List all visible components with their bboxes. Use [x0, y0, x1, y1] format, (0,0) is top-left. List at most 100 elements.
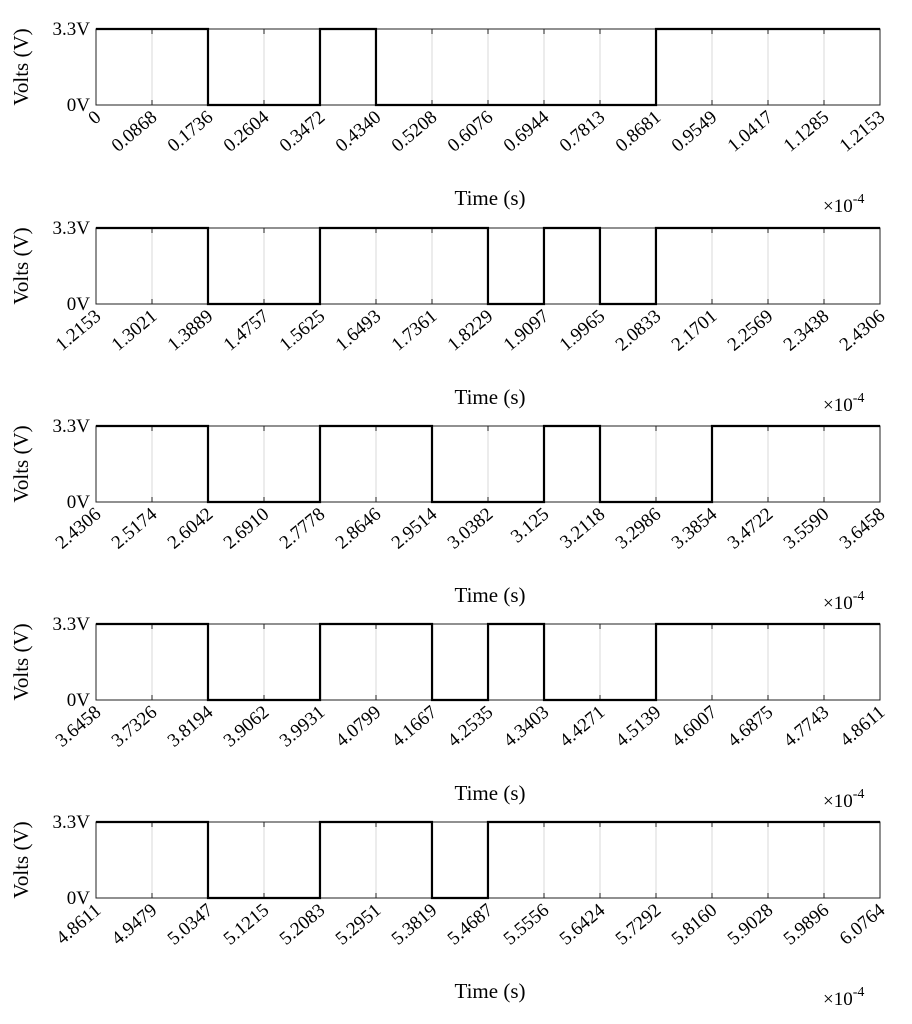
- x-tick-label: 0.3472: [276, 107, 330, 157]
- multiplier-base: ×10: [823, 395, 853, 416]
- signal-line: [96, 27, 880, 107]
- y-tick-label: 3.3V: [53, 19, 91, 40]
- x-tick-label: 0.7813: [556, 107, 610, 157]
- x-tick-label: 0.5208: [388, 107, 442, 157]
- x-tick-label: 0.2604: [220, 106, 274, 156]
- x-tick-label: 3.2986: [612, 504, 666, 554]
- x-tick-label: 2.9514: [388, 503, 442, 553]
- multiplier-exponent: -4: [853, 985, 865, 1000]
- x-tick-label: 2.5174: [108, 503, 162, 553]
- y-axis-title: Volts (V): [9, 623, 33, 700]
- multiplier-base: ×10: [823, 593, 853, 614]
- y-tick-label: 3.3V: [53, 614, 91, 635]
- x-tick-label: 1.5625: [276, 306, 330, 356]
- x-tick-label: 3.9062: [220, 702, 274, 752]
- x-tick-label: 5.0347: [164, 900, 218, 950]
- multiplier-exponent: -4: [853, 787, 865, 802]
- x-tick-label: 1.9965: [556, 306, 610, 356]
- multiplier-exponent: -4: [853, 589, 865, 604]
- y-tick-label: 3.3V: [53, 218, 91, 239]
- x-axis-multiplier: ×10-4: [823, 589, 864, 614]
- x-tick-label: 3.8194: [164, 701, 218, 751]
- x-tick-label: 1.9097: [500, 306, 554, 356]
- x-tick-label: 4.2535: [444, 702, 498, 752]
- x-tick-label: 3.5590: [780, 504, 834, 554]
- x-tick-label: 4.0799: [332, 702, 386, 752]
- multiplier-exponent: -4: [853, 391, 865, 406]
- multiplier-base: ×10: [823, 989, 853, 1010]
- x-tick-label: 1.2153: [836, 107, 890, 157]
- x-tick-label: 4.8611: [836, 702, 889, 751]
- multiplier-exponent: -4: [853, 192, 865, 207]
- x-tick-label: 2.2569: [724, 306, 778, 356]
- x-tick-label: 4.9479: [108, 900, 162, 950]
- x-tick-label: 2.7778: [276, 504, 330, 554]
- x-tick-label: 1.7361: [388, 306, 442, 356]
- x-tick-label: 2.6042: [164, 504, 218, 554]
- y-tick-label: 0V: [67, 95, 91, 116]
- x-tick-label: 1.6493: [332, 306, 386, 356]
- y-tick-label: 0V: [67, 294, 91, 315]
- x-tick-label: 5.6424: [556, 899, 610, 949]
- signal-line: [96, 226, 880, 306]
- x-tick-label: 3.6458: [836, 504, 890, 554]
- x-tick-label: 0: [84, 107, 105, 129]
- x-tick-label: 2.6910: [220, 504, 274, 554]
- y-axis-title: Volts (V): [9, 227, 33, 304]
- y-tick-label: 0V: [67, 690, 91, 711]
- y-axis-title: Volts (V): [9, 425, 33, 502]
- x-tick-label: 5.2083: [276, 900, 330, 950]
- x-tick-label: 0.8681: [612, 107, 666, 157]
- x-axis-multiplier: ×10-4: [823, 985, 864, 1010]
- x-tick-label: 3.3854: [668, 503, 722, 553]
- signal-line: [96, 424, 880, 504]
- x-axis-multiplier: ×10-4: [823, 391, 864, 416]
- x-axis-title: Time (s): [455, 583, 526, 607]
- x-tick-label: 4.6875: [724, 702, 778, 752]
- y-tick-label: 0V: [67, 888, 91, 909]
- x-axis-title: Time (s): [455, 781, 526, 805]
- x-tick-label: 2.8646: [332, 504, 386, 554]
- x-tick-label: 1.3889: [164, 306, 218, 356]
- x-axis-multiplier: ×10-4: [823, 192, 864, 217]
- x-axis-title: Time (s): [455, 385, 526, 409]
- y-axis-title: Volts (V): [9, 821, 33, 898]
- x-tick-label: 6.0764: [836, 899, 890, 949]
- x-tick-label: 1.3021: [108, 306, 162, 356]
- multiplier-base: ×10: [823, 196, 853, 217]
- x-axis-title: Time (s): [455, 186, 526, 210]
- x-tick-label: 4.3403: [500, 702, 554, 752]
- x-tick-label: 3.4722: [724, 504, 778, 554]
- x-tick-label: 2.4306: [836, 306, 890, 356]
- x-tick-label: 5.5556: [500, 900, 554, 950]
- x-tick-label: 0.6076: [444, 107, 498, 157]
- x-tick-label: 5.8160: [668, 900, 722, 950]
- x-tick-label: 1.1285: [780, 107, 834, 157]
- x-tick-label: 3.0382: [444, 504, 498, 554]
- y-tick-label: 3.3V: [53, 416, 91, 437]
- signal-line: [96, 820, 880, 900]
- x-tick-label: 5.9028: [724, 900, 778, 950]
- x-tick-label: 5.1215: [220, 900, 274, 950]
- x-axis-multiplier: ×10-4: [823, 787, 864, 812]
- x-tick-label: 1.8229: [444, 306, 498, 356]
- y-tick-label: 3.3V: [53, 812, 91, 833]
- x-tick-label: 4.1667: [388, 702, 442, 752]
- y-axis-title: Volts (V): [9, 28, 33, 105]
- x-tick-label: 2.3438: [780, 306, 834, 356]
- x-tick-label: 5.9896: [780, 900, 834, 950]
- x-tick-label: 5.7292: [612, 900, 666, 950]
- x-tick-label: 0.0868: [108, 107, 162, 157]
- x-tick-label: 1.4757: [220, 306, 274, 356]
- x-tick-label: 4.6007: [668, 702, 722, 752]
- multiplier-base: ×10: [823, 791, 853, 812]
- subplot-1: 0V 3.3V Volts (V) 0 0.0868 0.1736 0.2604 0.3472…: [9, 19, 889, 217]
- x-tick-label: 4.7743: [780, 702, 834, 752]
- x-tick-label: 4.4271: [556, 702, 610, 752]
- x-tick-label: 0.9549: [668, 107, 722, 157]
- signal-line: [96, 622, 880, 702]
